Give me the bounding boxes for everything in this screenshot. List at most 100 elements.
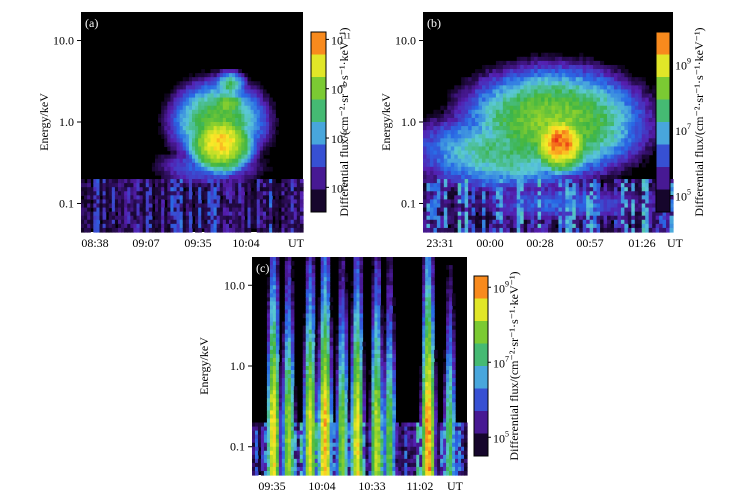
- spectrogram-cell: [108, 223, 113, 229]
- spectrogram-cell: [179, 130, 184, 135]
- spectrogram-cell: [260, 450, 265, 456]
- spectrogram-cell: [256, 126, 261, 131]
- spectrogram-cell: [145, 219, 150, 225]
- spectrogram-cell: [216, 154, 221, 160]
- spectrogram-cell: [102, 195, 107, 200]
- spectrogram-cell: [485, 77, 490, 82]
- spectrogram-cell: [219, 113, 224, 119]
- spectrogram-cell: [176, 215, 181, 221]
- spectrogram-cell: [164, 97, 168, 103]
- spectrogram-cell: [461, 179, 466, 184]
- spectrogram-cell: [272, 223, 276, 229]
- spectrogram-cell: [114, 227, 119, 233]
- spectrogram-cell: [461, 93, 466, 99]
- spectrogram-cell: [443, 150, 448, 156]
- spectrogram-cell: [548, 60, 553, 66]
- spectrogram-cell: [241, 73, 246, 78]
- spectrogram-cell: [170, 117, 175, 123]
- spectrogram-cell: [537, 122, 542, 127]
- spectrogram-cell: [485, 227, 490, 233]
- spectrogram-cell: [482, 122, 487, 127]
- spectrogram-cell: [485, 113, 490, 119]
- spectrogram-cell: [589, 81, 594, 86]
- spectrogram-cell: [252, 438, 256, 444]
- spectrogram-cell: [266, 378, 271, 383]
- spectrogram-cell: [167, 142, 172, 148]
- spectrogram-cell: [287, 309, 292, 315]
- spectrogram-cell: [185, 109, 190, 115]
- spectrogram-cell: [179, 211, 184, 217]
- spectrogram-cell: [235, 227, 239, 233]
- spectrogram-cell: [523, 199, 528, 205]
- spectrogram-cell: [235, 199, 239, 205]
- spectrogram-cell: [509, 64, 514, 70]
- spectrogram-cell: [450, 199, 455, 205]
- spectrogram-cell: [530, 109, 535, 115]
- spectrogram-cell: [541, 187, 546, 192]
- spectrogram-cell: [610, 122, 615, 127]
- spectrogram-cell: [579, 56, 584, 62]
- spectrogram-cell: [293, 227, 298, 233]
- spectrogram-cell: [426, 162, 431, 168]
- spectrogram-cell: [482, 109, 487, 115]
- spectrogram-cell: [219, 109, 224, 115]
- spectrogram-cell: [278, 386, 283, 391]
- spectrogram-cell: [436, 187, 441, 192]
- spectrogram-cell: [253, 158, 258, 164]
- spectrogram-cell: [136, 219, 141, 225]
- spectrogram-cell: [506, 187, 511, 192]
- spectrogram-cell: [296, 195, 301, 200]
- spectrogram-cell: [238, 191, 242, 196]
- spectrogram-cell: [627, 170, 632, 176]
- spectrogram-cell: [257, 426, 262, 432]
- spectrogram-cell: [499, 199, 504, 205]
- spectrogram-cell: [256, 142, 261, 148]
- spectrogram-cell: [198, 81, 202, 86]
- spectrogram-cell: [492, 122, 497, 127]
- spectrogram-cell: [523, 113, 528, 119]
- spectrogram-cell: [513, 64, 518, 70]
- spectrogram-cell: [269, 386, 274, 391]
- spectrogram-cell: [447, 199, 452, 205]
- spectrogram-cell: [502, 223, 507, 229]
- spectrogram-cell: [534, 146, 539, 152]
- spectrogram-cell: [182, 158, 187, 164]
- spectrogram-cell: [269, 105, 273, 111]
- spectrogram-cell: [287, 341, 292, 347]
- spectrogram-cell: [278, 446, 283, 452]
- spectrogram-cell: [544, 219, 549, 225]
- spectrogram-cell: [198, 142, 202, 148]
- spectrogram-cell: [93, 191, 98, 196]
- spectrogram-cell: [216, 142, 221, 148]
- spectrogram-cell: [509, 219, 514, 225]
- spectrogram-cell: [572, 219, 577, 225]
- spectrogram-cell: [495, 89, 500, 95]
- spectrogram-cell: [252, 470, 256, 476]
- spectrogram-cell: [216, 219, 221, 225]
- spectrogram-cell: [596, 64, 601, 70]
- spectrogram-cell: [638, 199, 643, 205]
- spectrogram-cell: [617, 146, 622, 152]
- spectrogram-cell: [222, 85, 227, 90]
- spectrogram-cell: [454, 138, 459, 143]
- spectrogram-cell: [457, 105, 462, 111]
- spectrogram-cell: [225, 113, 230, 119]
- spectrogram-cell: [272, 105, 276, 111]
- spectrogram-cell: [627, 97, 632, 103]
- spectrogram-cell: [111, 179, 116, 184]
- spectrogram-cell: [440, 142, 445, 148]
- spectrogram-cell: [475, 126, 480, 131]
- spectrogram-cell: [541, 162, 546, 168]
- spectrogram-cell: [232, 158, 236, 164]
- spectrogram-cell: [139, 191, 144, 196]
- spectrogram-cell: [259, 199, 264, 205]
- spectrogram-cell: [266, 386, 271, 391]
- spectrogram-cell: [250, 134, 255, 139]
- spectrogram-cell: [454, 105, 459, 111]
- spectrogram-cell: [530, 105, 535, 111]
- spectrogram-cell: [495, 150, 500, 156]
- spectrogram-cell: [457, 89, 462, 95]
- spectrogram-cell: [468, 170, 473, 176]
- spectrogram-cell: [468, 105, 473, 111]
- spectrogram-cell: [185, 77, 190, 82]
